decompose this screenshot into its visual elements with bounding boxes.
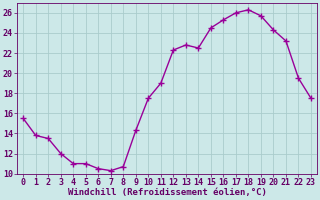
X-axis label: Windchill (Refroidissement éolien,°C): Windchill (Refroidissement éolien,°C) xyxy=(68,188,267,197)
